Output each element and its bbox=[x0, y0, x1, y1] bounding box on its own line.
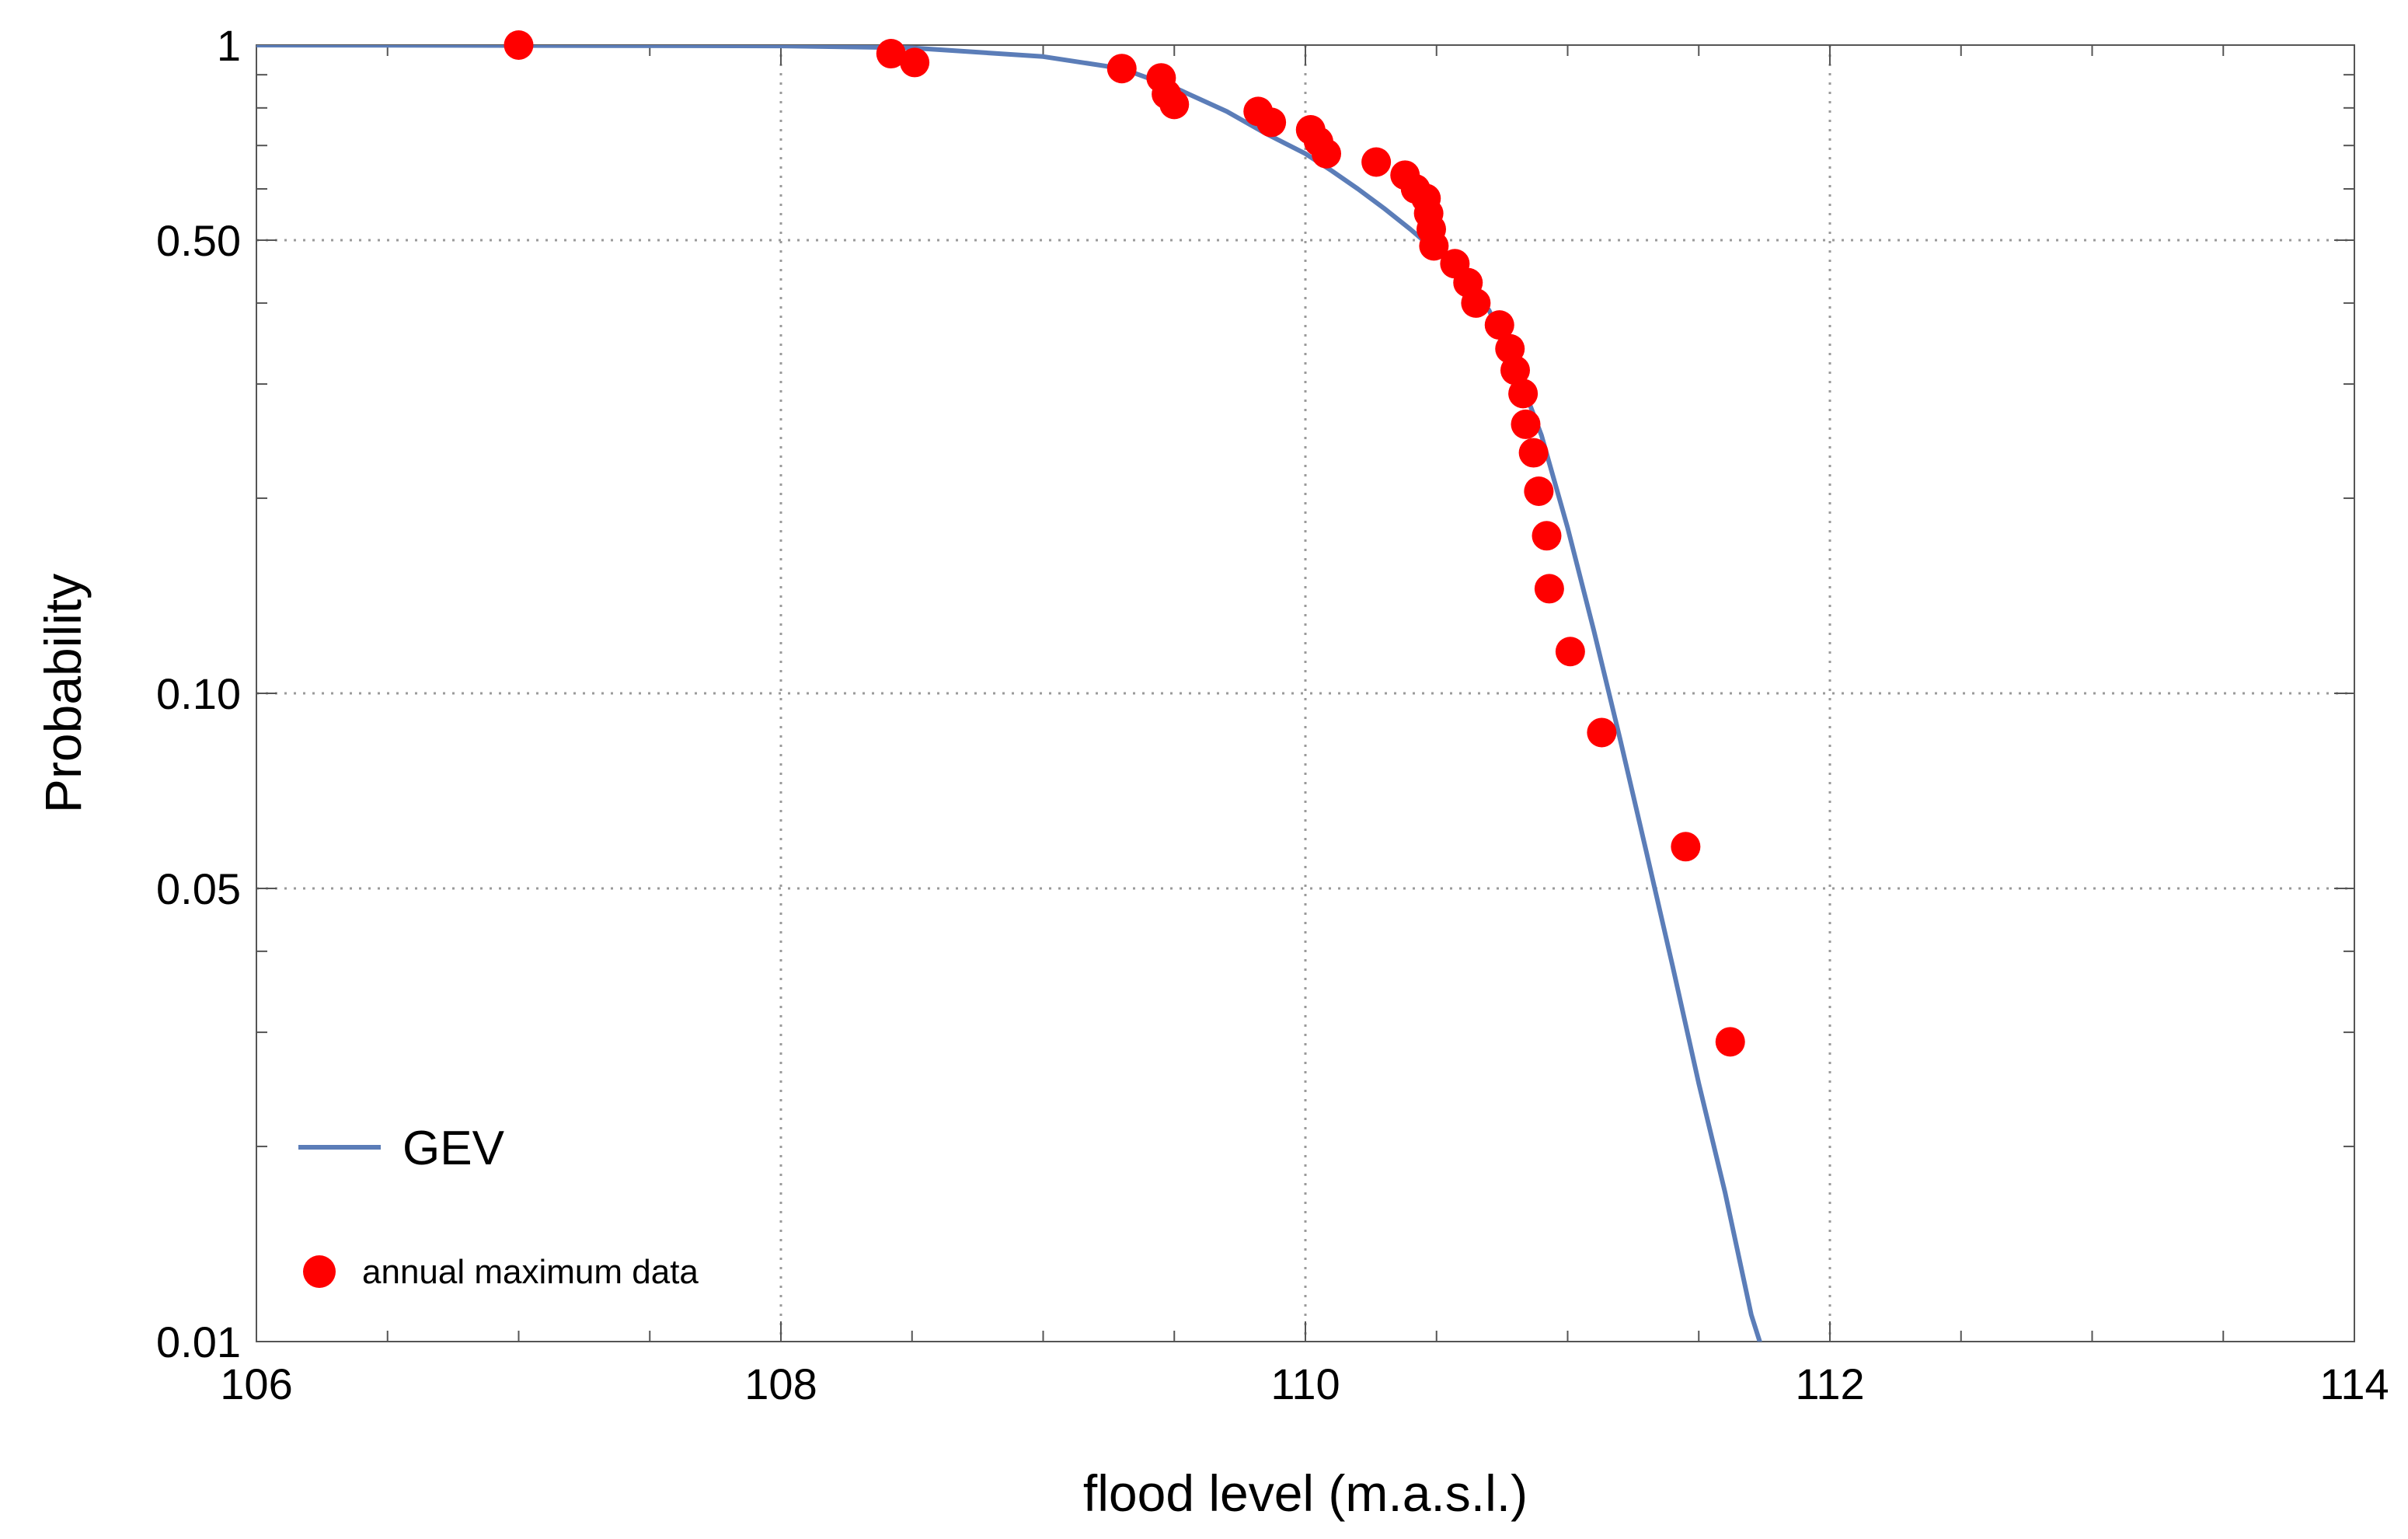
y-tick-label: 1 bbox=[217, 21, 241, 70]
data-point bbox=[1484, 310, 1514, 340]
data-point bbox=[1518, 438, 1549, 468]
data-point bbox=[876, 39, 906, 69]
legend: GEV annual maximum data bbox=[298, 1122, 699, 1291]
data-point bbox=[1511, 409, 1541, 439]
x-tick-label: 108 bbox=[744, 1359, 817, 1408]
data-point bbox=[1461, 288, 1491, 318]
y-tick-label: 0.01 bbox=[156, 1317, 241, 1366]
grid bbox=[256, 45, 2354, 1342]
data-point bbox=[504, 30, 534, 60]
y-tick-labels: 0.01 0.05 0.10 0.50 1 bbox=[156, 21, 241, 1366]
data-point bbox=[1500, 355, 1530, 386]
data-point bbox=[1361, 147, 1392, 177]
x-tick-label: 110 bbox=[1270, 1359, 1340, 1408]
legend-gev-label: GEV bbox=[402, 1122, 505, 1175]
y-tick-label: 0.50 bbox=[156, 216, 241, 265]
data-point bbox=[1524, 476, 1554, 506]
data-point bbox=[1715, 1027, 1745, 1057]
data-point bbox=[1555, 637, 1585, 667]
data-point bbox=[1256, 107, 1287, 138]
data-point bbox=[1587, 717, 1617, 748]
data-point bbox=[1508, 379, 1539, 409]
data-point bbox=[1532, 521, 1562, 551]
y-tick-label: 0.10 bbox=[156, 669, 241, 718]
data-point bbox=[1106, 54, 1137, 84]
legend-data-label: annual maximum data bbox=[362, 1253, 699, 1291]
data-point bbox=[1534, 574, 1564, 604]
x-tick-label: 112 bbox=[1795, 1359, 1864, 1408]
x-tick-label: 106 bbox=[220, 1359, 292, 1408]
y-tick-label: 0.05 bbox=[156, 864, 241, 913]
x-axis-title: flood level (m.a.s.l.) bbox=[1083, 1464, 1528, 1522]
data-point bbox=[1671, 832, 1701, 862]
data-point bbox=[1312, 138, 1341, 169]
data-point bbox=[1159, 89, 1190, 120]
series-layer bbox=[256, 30, 1762, 1342]
data-point bbox=[900, 47, 930, 78]
y-axis-title: Probability bbox=[34, 574, 92, 813]
x-tick-labels: 106 108 110 112 114 bbox=[220, 1359, 2389, 1408]
legend-data-swatch bbox=[303, 1255, 336, 1288]
x-tick-label: 114 bbox=[2319, 1359, 2389, 1408]
data-point bbox=[1419, 231, 1449, 261]
